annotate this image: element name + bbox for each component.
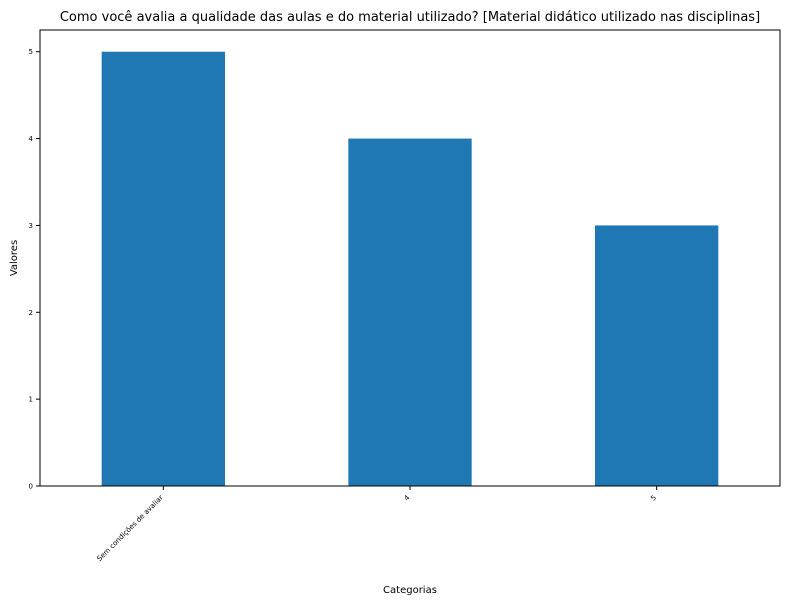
bars-group [101, 51, 719, 487]
chart-title: Como você avalia a qualidade das aulas e… [60, 10, 760, 25]
x-tick-label-2: 5 [649, 494, 658, 503]
y-tick-label-2: 2 [29, 309, 33, 317]
bar-2 [595, 225, 719, 486]
y-tick-label-5: 5 [29, 48, 33, 56]
x-axis: Sem condições de avaliar 4 5 [96, 486, 658, 563]
y-tick-label-4: 4 [29, 135, 34, 143]
y-axis-label: Valores [9, 240, 20, 276]
y-tick-label-1: 1 [29, 396, 33, 404]
y-axis: 0 1 2 3 4 5 [29, 48, 40, 491]
bar-1 [348, 138, 472, 487]
bar-0 [101, 51, 225, 486]
x-axis-label: Categorias [383, 585, 437, 596]
y-tick-label-0: 0 [29, 483, 33, 491]
y-tick-label-3: 3 [29, 222, 33, 230]
x-tick-label-1: 4 [403, 493, 412, 502]
x-tick-label-0: Sem condições de avaliar [96, 494, 165, 563]
